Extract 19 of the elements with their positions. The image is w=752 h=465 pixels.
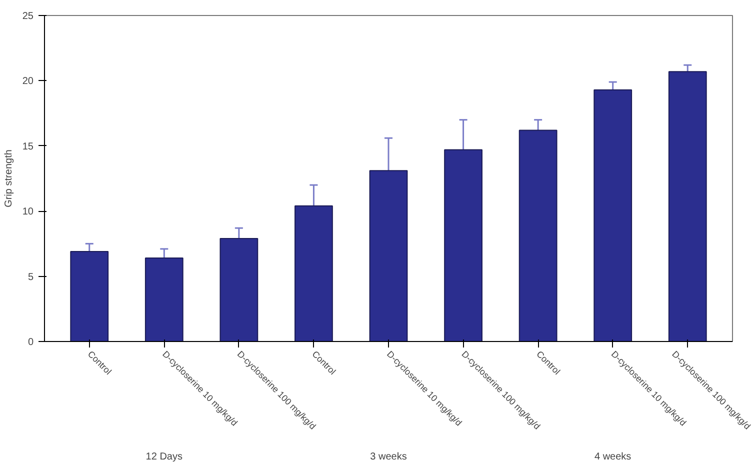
text: 12 Days <box>146 452 182 462</box>
text: 3 weeks <box>370 452 407 462</box>
y-axis-title: Grip strength <box>3 150 14 208</box>
y-tick-label: 0 <box>28 337 34 348</box>
bar <box>144 258 184 342</box>
bar <box>369 170 408 342</box>
y-tick-label: 15 <box>22 141 34 152</box>
text: 4 weeks <box>594 452 632 462</box>
bar <box>594 89 632 342</box>
bar <box>70 251 109 342</box>
y-tick-label: 5 <box>28 272 34 283</box>
bar <box>518 130 558 342</box>
bar <box>444 149 482 342</box>
y-tick-label: 25 <box>22 11 34 22</box>
bar <box>668 71 707 342</box>
bar <box>220 238 258 342</box>
y-tick-label: 10 <box>22 206 34 218</box>
bar <box>294 205 333 342</box>
y-tick-label: 20 <box>22 76 34 88</box>
